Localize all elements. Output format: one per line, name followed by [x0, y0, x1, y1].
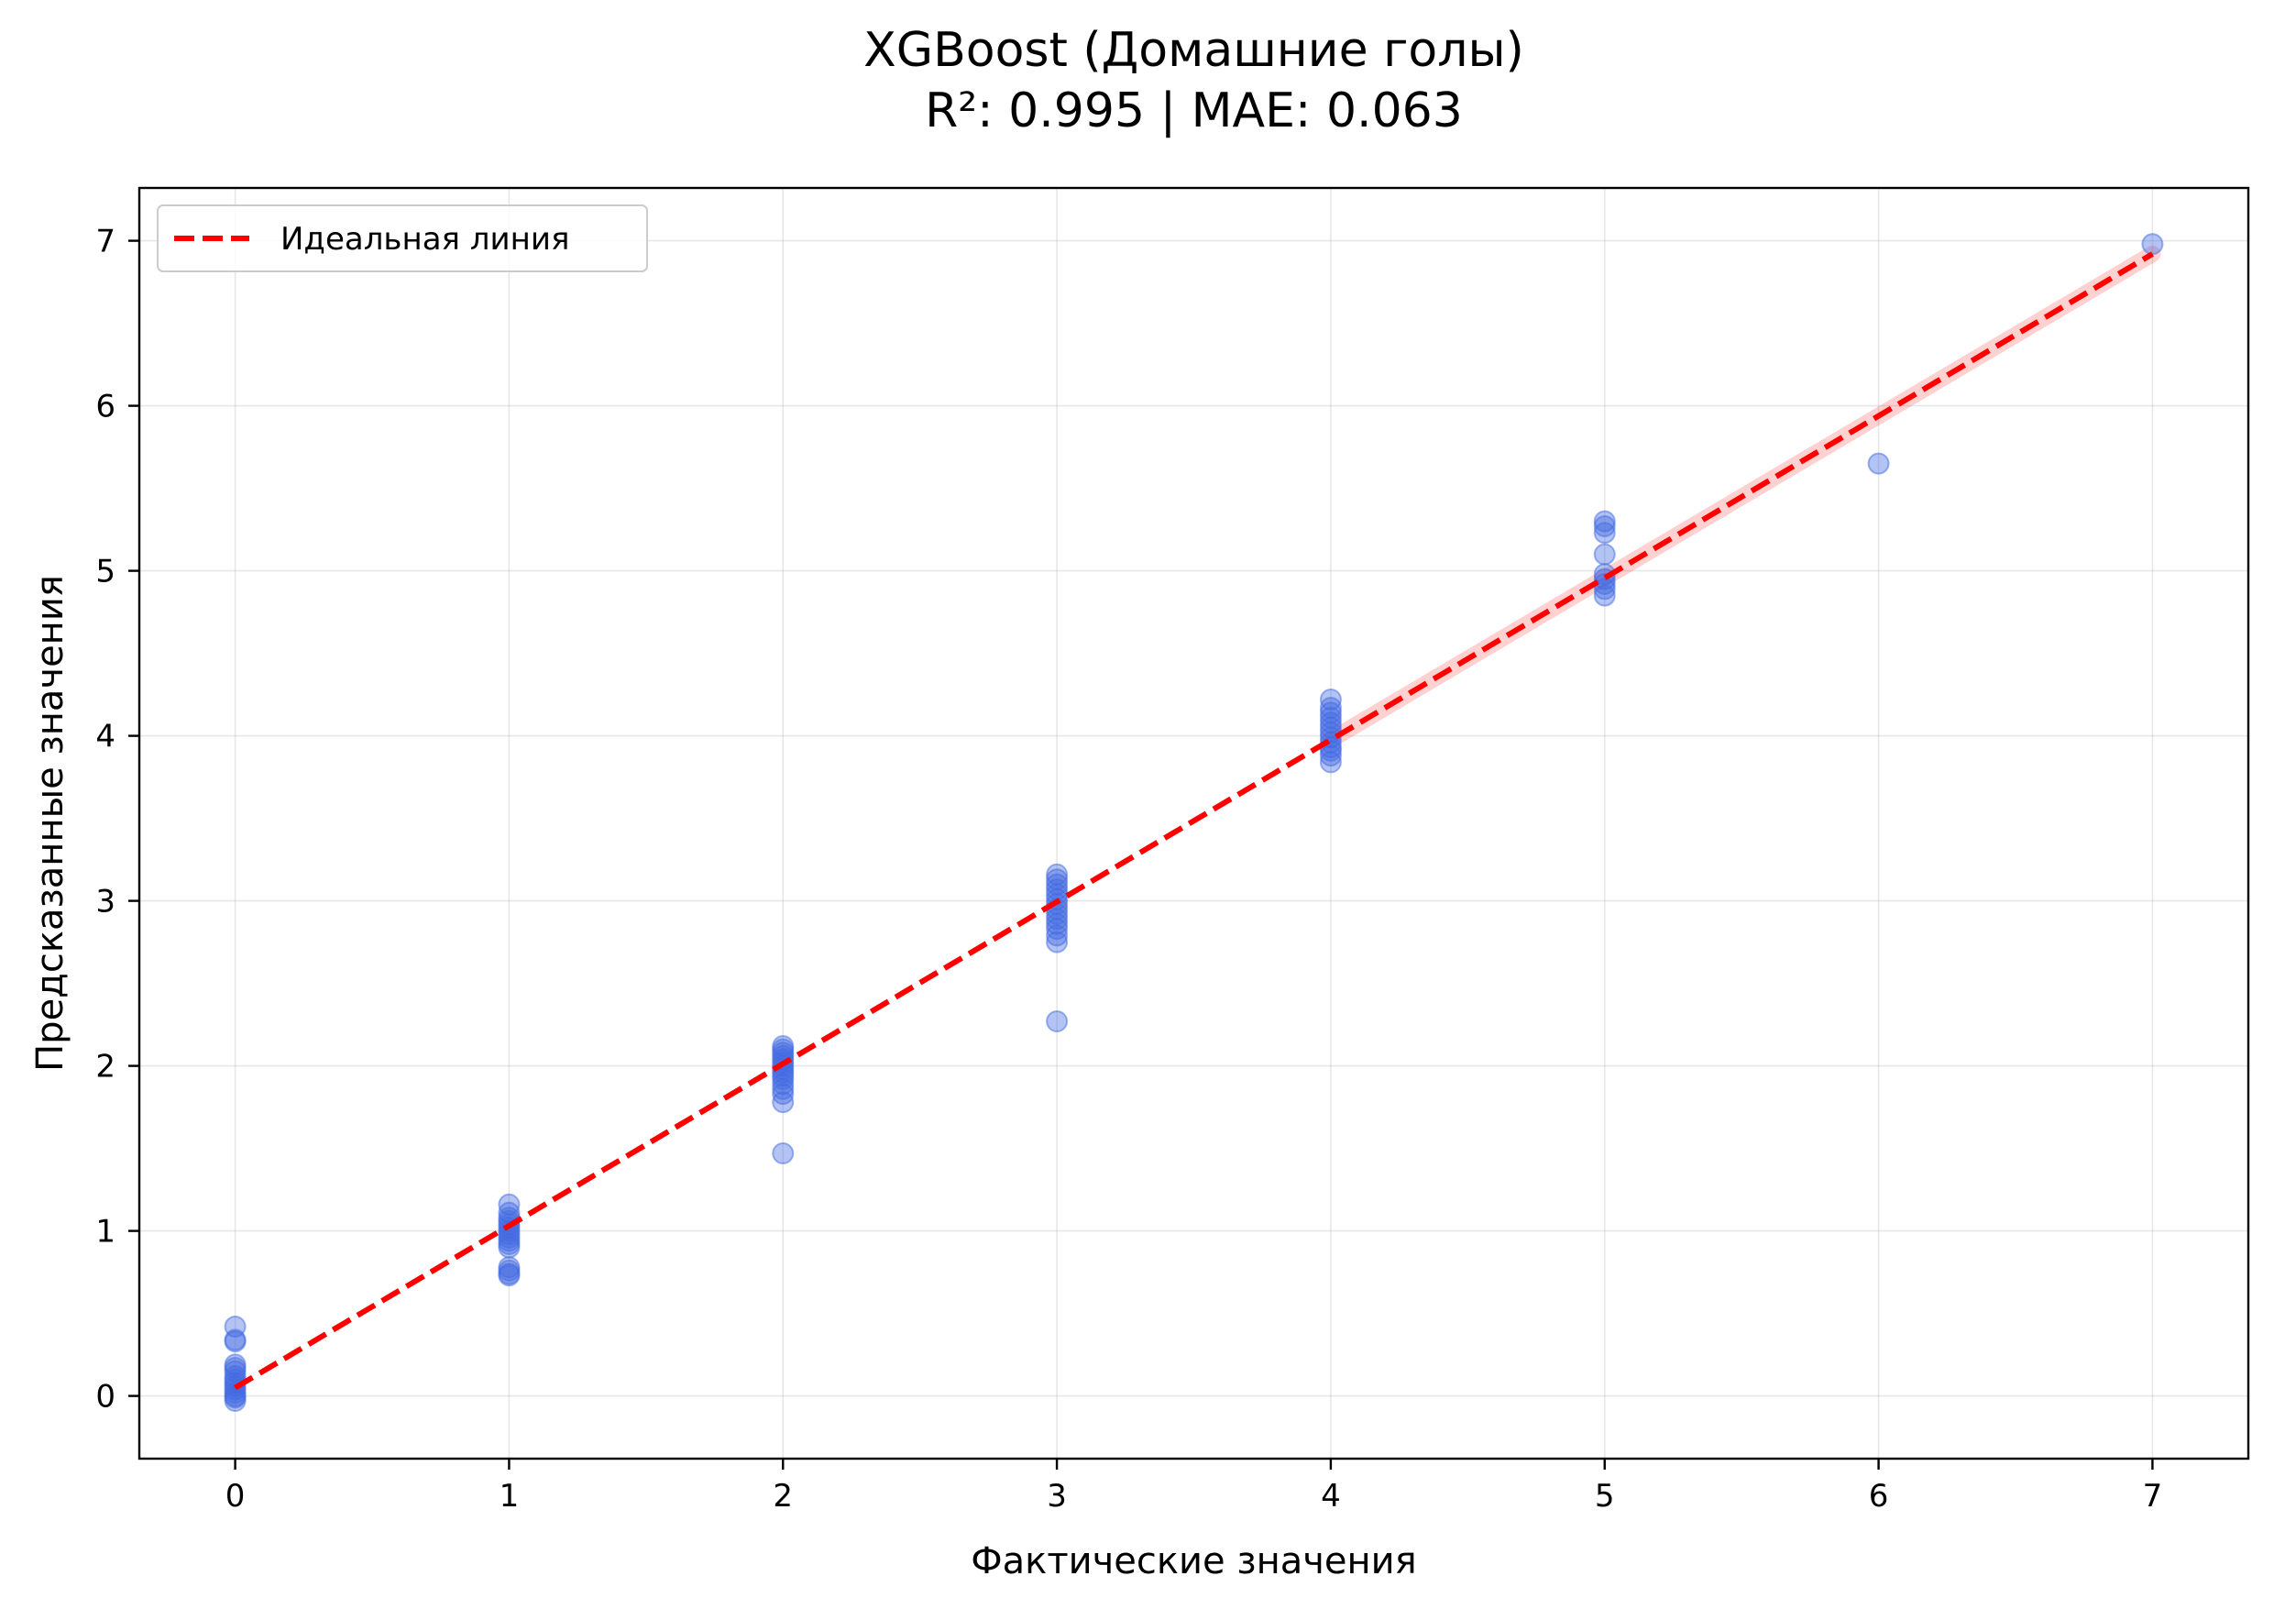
x-tick-label: 4	[1321, 1478, 1341, 1515]
y-tick-label: 4	[95, 719, 115, 755]
scatter-point	[1867, 452, 1890, 475]
scatter-point	[1593, 515, 1616, 537]
ideal-line-path	[234, 251, 2154, 1391]
scatter-point	[1593, 584, 1616, 607]
scatter-point	[1593, 578, 1616, 601]
scatter-point	[224, 1390, 247, 1412]
x-axis-label: Фактические значения	[971, 1540, 1417, 1582]
scatter-point	[2141, 233, 2164, 256]
y-tick-label: 0	[95, 1379, 115, 1416]
y-tick-label: 6	[95, 389, 115, 425]
y-tick-label: 2	[95, 1049, 115, 1086]
x-tick-label: 6	[1869, 1478, 1889, 1515]
scatter-point	[1593, 543, 1616, 566]
scatter-point	[1046, 931, 1069, 953]
scatter-point	[1319, 744, 1342, 767]
y-tick-label: 7	[95, 224, 115, 260]
chart-title-line-2: R²: 0.995 | MAE: 0.063	[925, 83, 1463, 138]
plot-frame	[137, 186, 2250, 1460]
y-axis-label: Предсказанные значения	[29, 575, 71, 1072]
scatter-point	[498, 1236, 521, 1259]
y-tick-label: 3	[95, 884, 115, 920]
scatter-point	[772, 1091, 795, 1114]
chart-title-line-1: XGBoost (Домашние голы)	[863, 23, 1524, 78]
x-tick-label: 2	[773, 1478, 793, 1515]
y-axis-ticks: 0 1 2 3 4 5 6 7	[95, 224, 139, 1416]
x-tick-label: 5	[1595, 1478, 1615, 1515]
scatter-point	[1593, 522, 1616, 545]
y-tick-label: 1	[95, 1214, 115, 1251]
scatter-point	[1046, 924, 1069, 947]
y-tick-label: 5	[95, 554, 115, 590]
legend-label-ideal-line: Идеальная линия	[280, 221, 569, 258]
grid-lines	[139, 188, 2248, 1459]
scatter-point	[224, 1330, 247, 1353]
scatter-point	[1046, 912, 1069, 935]
x-tick-label: 0	[225, 1478, 246, 1515]
x-tick-label: 1	[500, 1478, 520, 1515]
scatter-point	[772, 1083, 795, 1106]
scatter-point	[498, 1264, 521, 1287]
legend-box	[157, 204, 648, 272]
scatter-point	[1593, 510, 1616, 533]
x-axis-ticks: 0 1 2 3 4 5 6 7	[225, 1459, 2162, 1515]
ideal-line	[234, 251, 2154, 1391]
scatter-point	[1319, 751, 1342, 774]
x-tick-label: 3	[1047, 1478, 1067, 1515]
legend: Идеальная линия	[157, 204, 648, 272]
scatter-point	[1046, 1010, 1069, 1032]
scatter-point	[772, 1142, 795, 1164]
x-tick-label: 7	[2143, 1478, 2163, 1515]
scatter-point	[224, 1360, 247, 1383]
